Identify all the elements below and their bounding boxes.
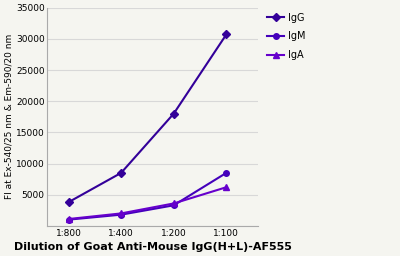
Line: IgA: IgA (66, 185, 229, 222)
Y-axis label: FI at Ex-540/25 nm & Em-590/20 nm: FI at Ex-540/25 nm & Em-590/20 nm (4, 34, 13, 199)
IgA (119, 212, 124, 215)
IgG (119, 171, 124, 174)
IgG (171, 112, 176, 115)
Legend: IgG, IgM, IgA: IgG, IgM, IgA (267, 13, 306, 60)
IgA (224, 186, 229, 189)
IgM (66, 218, 71, 221)
Line: IgM: IgM (66, 170, 229, 222)
Line: IgG: IgG (66, 32, 229, 205)
IgM (119, 213, 124, 216)
X-axis label: Dilution of Goat Anti-Mouse IgG(H+L)-AF555: Dilution of Goat Anti-Mouse IgG(H+L)-AF5… (14, 242, 292, 252)
IgM (171, 204, 176, 207)
IgA (171, 202, 176, 205)
IgG (66, 201, 71, 204)
IgG (224, 33, 229, 36)
IgM (224, 171, 229, 174)
IgA (66, 218, 71, 221)
